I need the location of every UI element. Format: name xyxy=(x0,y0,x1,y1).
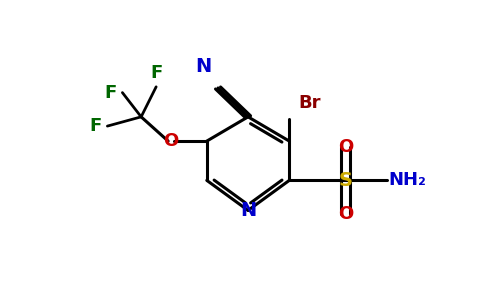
Text: O: O xyxy=(338,138,353,156)
Text: S: S xyxy=(339,171,352,190)
Text: F: F xyxy=(150,64,162,82)
Text: O: O xyxy=(338,205,353,223)
Text: F: F xyxy=(90,117,102,135)
Text: Br: Br xyxy=(299,94,321,112)
Text: NH₂: NH₂ xyxy=(389,171,426,189)
Text: F: F xyxy=(105,84,117,102)
Text: N: N xyxy=(240,201,256,220)
Text: O: O xyxy=(164,132,179,150)
Text: N: N xyxy=(195,56,211,76)
